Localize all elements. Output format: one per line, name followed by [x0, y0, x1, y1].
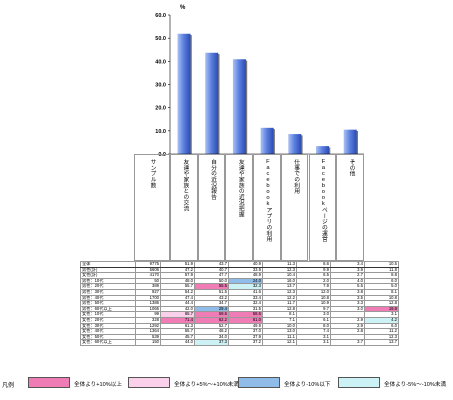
category-column: 友達や家族との交流 [170, 154, 198, 261]
y-tick-label: 40.0 [155, 59, 166, 65]
table-cell: 19.8 [364, 305, 399, 313]
table-row: 男性：30代 927 54.2 51.5 41.6 12.3 12.0 3.8 8.1 [80, 289, 399, 296]
category-column: 自分の近況報告 [197, 154, 226, 261]
bar-3 [232, 59, 246, 154]
category-column: 友達や家族の近況把握 [225, 154, 254, 261]
table-row: 女性：20代 328 71.4 62.2 61.0 7.1 6.1 2.9 4.2 [80, 316, 399, 324]
table-row: 男性：50代 1386 44.4 34.7 32.4 11.7 10.9 3.3 12.8 [80, 300, 399, 307]
legend-label: 全体より+5%～+10%未満 [174, 382, 239, 388]
table-cell: 12.1 [262, 339, 297, 346]
table-row: 男性：20代 389 55.7 55.5 32.3 13.7 7.9 5.5 5.0 [80, 283, 399, 290]
bar-7 [343, 129, 357, 154]
bar-4 [260, 127, 274, 154]
category-label: 友達や家族の近況把握 [237, 159, 244, 217]
table-row: 男性：10代 50 48.0 50.0 24.0 16.0 2.0 4.0 6.0 [80, 277, 399, 285]
table-cell: 8.8 [364, 272, 399, 279]
table-cell: 11.2 [364, 328, 399, 335]
table-row: 男性(計) 5606 47.2 40.7 33.9 12.3 9.9 3.9 11.8 [80, 266, 399, 274]
table-cell: 4.2 [364, 316, 399, 324]
table-cell: 10.8 [364, 294, 399, 302]
chart-area: 60.0 50.0 40.0 30.0 20.0 10.0 0.0 % [155, 5, 364, 158]
category-label: その他 [348, 159, 355, 177]
category-column: Facebookページの運営 [308, 154, 337, 261]
table-cell: 10.5 [364, 261, 399, 268]
y-unit-label: % [180, 5, 186, 11]
table-cell: 6.0 [364, 277, 399, 285]
y-tick-label: 60.0 [155, 13, 166, 19]
legend-swatch [338, 377, 380, 388]
bar-2 [205, 52, 219, 154]
y-tick-label: 30.0 [155, 83, 166, 89]
bar-1 [177, 33, 191, 154]
table-row: 男性：40代 1700 47.4 43.2 33.4 12.2 10.8 3.5 10.8 [80, 294, 399, 302]
table-cell: 13.7 [364, 339, 399, 346]
table-cell: 3.1 [364, 311, 399, 318]
table-cell: 37.3 [194, 339, 229, 346]
legend-label: 全体より+10%以上 [74, 382, 122, 388]
category-label: 自分の近況報告 [209, 159, 216, 200]
category-label: 友達や家族との交流 [181, 159, 188, 212]
table-cell: 8.1 [364, 289, 399, 296]
row-label: 女性：60代以上 [80, 339, 136, 346]
category-column: その他 [336, 154, 364, 261]
legend-swatch [238, 377, 280, 388]
legend: 凡例 全体より+10%以上 全体より+5%～+10%未満 全体より-10%以下 全体よ… [0, 376, 453, 392]
table-cell: 11.8 [364, 266, 399, 274]
table-cell: 5.0 [364, 283, 399, 290]
y-tick-label: 10.0 [155, 129, 166, 135]
category-label: 仕事での利用 [292, 159, 299, 194]
legend-swatch [28, 377, 70, 388]
table-cell: 12.8 [364, 300, 399, 307]
table-cell: 6.0 [364, 322, 399, 330]
category-column: 仕事での利用 [280, 154, 309, 261]
legend-label: 全体より-10%以下 [284, 382, 331, 388]
data-table: 全体 9775 51.9 43.7 40.9 11.3 8.6 3.4 10.5 男性(計) 560… [80, 261, 399, 346]
category-column: Facebookアプリの利用 [253, 154, 281, 261]
sample-size-header: サンプル数 [134, 154, 170, 261]
table-cell: 37.2 [228, 339, 263, 346]
table-row: 女性：10代 99 65.7 59.6 58.6 8.1 3.0 3.1 [80, 311, 399, 318]
table-cell: 3.1 [296, 339, 331, 346]
row-sample-size: 150 [135, 339, 161, 346]
table-row: 全体 9775 51.9 43.7 40.9 11.3 8.6 3.4 10.5 [80, 261, 399, 268]
table-row: 女性(計) 4170 57.9 47.7 48.9 10.4 6.5 2.7 8.8 [80, 272, 399, 279]
table-row: 男性：60代以上 1065 42.0 29.4 31.5 12.8 9.7 3.0 19.8 [80, 305, 399, 313]
category-label: Facebookアプリの利用 [264, 159, 271, 242]
legend-title: 凡例 [2, 383, 15, 389]
legend-label: 全体より-5%～-10%未満 [384, 382, 447, 388]
y-tick-label: 0.0 [158, 152, 166, 158]
y-tick-label: 50.0 [155, 36, 166, 42]
bars [177, 33, 358, 154]
sample-size-label: サンプル数 [149, 159, 155, 188]
legend-swatch [128, 377, 170, 388]
table-row: 女性：40代 1364 55.7 48.2 37.0 13.0 7.4 2.8 11.2 [80, 328, 399, 335]
table-cell: 3.7 [330, 339, 365, 346]
y-tick-label: 20.0 [155, 106, 166, 112]
table-cell: 44.0 [160, 339, 195, 346]
y-axis: 60.0 50.0 40.0 30.0 20.0 10.0 0.0 [155, 13, 171, 158]
table-row: 女性：50代 539 45.7 34.0 37.9 11.1 3.1 12.3 [80, 333, 399, 341]
table-row: 女性：30代 1292 61.3 52.7 49.9 10.0 8.0 2.9 6.0 [80, 322, 399, 330]
table-cell: 12.3 [364, 333, 399, 341]
bar-6 [316, 146, 329, 154]
category-label: Facebookページの運営 [320, 159, 327, 242]
bar-5 [288, 134, 302, 154]
table-row: 女性：60代以上 150 44.0 37.3 37.2 12.1 3.1 3.7 13.7 [80, 339, 399, 346]
